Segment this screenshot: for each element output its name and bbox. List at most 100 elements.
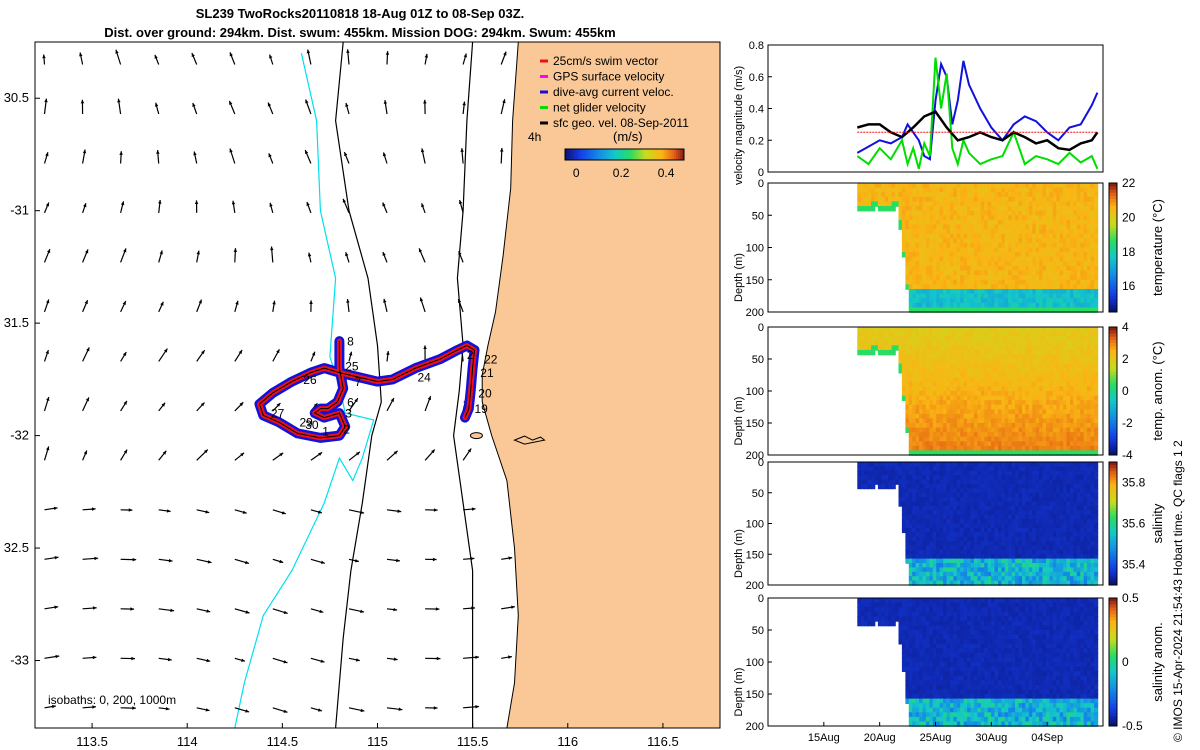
heatmap-cell	[977, 242, 982, 249]
heatmap-cell	[1028, 386, 1033, 392]
heatmap-cell	[932, 427, 937, 433]
heatmap-cell	[915, 275, 920, 281]
heatmap-cell	[1004, 302, 1009, 309]
heatmap-cell	[901, 183, 907, 189]
heatmap-cell	[1073, 275, 1078, 281]
heatmap-cell	[925, 219, 931, 226]
heatmap-cell	[1076, 229, 1081, 235]
heatmap-cell	[874, 462, 879, 468]
heatmap-cell	[973, 391, 979, 397]
heatmap-cell	[970, 359, 975, 365]
heatmap-cell	[1039, 386, 1044, 392]
heatmap-cell	[967, 275, 972, 281]
heatmap-cell	[991, 265, 996, 272]
heatmap-cell	[857, 479, 862, 485]
heatmap-cell	[1001, 541, 1006, 547]
heatmap-cell	[1090, 327, 1095, 333]
colorbar-cell	[570, 149, 574, 160]
heatmap-cell	[1080, 219, 1085, 226]
heatmap-cell	[1039, 418, 1044, 424]
heatmap-cell	[1025, 404, 1030, 411]
heatmap-cell	[932, 224, 937, 230]
current-vector-head	[54, 556, 59, 560]
heatmap-cell	[1094, 436, 1099, 443]
heatmap-cell	[936, 466, 941, 472]
heatmap-cell	[963, 470, 968, 476]
heatmap-cell	[973, 349, 979, 356]
heatmap-cell	[1059, 279, 1064, 286]
heatmap-cell	[871, 340, 876, 347]
heatmap-cell	[1008, 445, 1013, 452]
heatmap-cell	[956, 470, 961, 476]
heatmap-cell	[932, 554, 937, 560]
heatmap-cell	[912, 492, 917, 498]
heatmap-cell	[1070, 261, 1075, 267]
heatmap-cell	[919, 349, 924, 356]
current-vector-head	[272, 300, 276, 305]
heatmap-cell	[991, 215, 996, 221]
heatmap-cell	[977, 466, 982, 472]
heatmap-cell	[1056, 187, 1061, 193]
heatmap-cell	[898, 219, 903, 226]
heatmap-cell	[1008, 206, 1013, 212]
heatmap-cell	[1039, 270, 1044, 276]
colorbar-cell	[666, 149, 669, 160]
heatmap-cell	[922, 261, 927, 267]
heatmap-cell	[1070, 293, 1075, 299]
heatmap-cell	[1001, 395, 1006, 401]
heatmap-cell	[915, 302, 920, 309]
heatmap-cell	[905, 470, 910, 476]
current-vector-head	[44, 98, 48, 103]
heatmap-cell	[1052, 242, 1057, 249]
heatmap-cell	[963, 247, 968, 253]
heatmap-cell	[1094, 238, 1099, 244]
heatmap-cell	[960, 252, 965, 258]
heatmap-cell	[1008, 563, 1013, 569]
heatmap-cell	[1032, 298, 1037, 304]
heatmap-cell	[1001, 363, 1006, 369]
heatmap-cell	[1028, 445, 1033, 452]
heatmap-cell	[1056, 386, 1061, 392]
heatmap-cell	[984, 372, 989, 379]
heatmap-cell	[980, 527, 985, 534]
heatmap-cell	[915, 238, 920, 244]
heatmap-cell	[1070, 349, 1075, 356]
heatmap-cell	[919, 201, 924, 207]
heatmap-cell	[908, 270, 913, 276]
heatmap-cell	[877, 466, 883, 472]
heatmap-cell	[1008, 505, 1013, 512]
heatmap-cell	[1008, 363, 1013, 369]
heatmap-cell	[984, 391, 989, 397]
heatmap-cell	[1008, 488, 1013, 494]
heatmap-cell	[977, 247, 982, 253]
heatmap-cell	[908, 201, 913, 207]
heatmap-cell	[977, 418, 982, 424]
heatmap-cell	[932, 233, 937, 240]
heatmap-cell	[953, 275, 958, 281]
heatmap-cell	[1083, 256, 1088, 263]
heatmap-cell	[922, 441, 927, 447]
heatmap-cell	[946, 580, 951, 586]
heatmap-cell	[1080, 450, 1085, 456]
heatmap-cell	[891, 336, 896, 342]
heatmap-cell	[953, 261, 958, 267]
heatmap-cell	[994, 527, 999, 534]
heatmap-cell	[998, 302, 1003, 309]
heatmap-cell	[936, 284, 941, 290]
heatmap-cell	[905, 331, 910, 337]
heatmap-cell	[1042, 196, 1047, 203]
heatmap-cell	[953, 206, 958, 212]
heatmap-cell	[1028, 270, 1033, 276]
heatmap-cell	[1011, 532, 1016, 538]
heatmap-cell	[967, 219, 972, 226]
heatmap-cell	[998, 238, 1003, 244]
heatmap-cell	[1042, 270, 1047, 276]
heatmap-cell	[963, 386, 968, 392]
heatmap-cell	[1080, 238, 1085, 244]
heatmap-cell	[967, 229, 972, 235]
heatmap-cell	[1025, 229, 1030, 235]
heatmap-cell	[936, 510, 941, 516]
heatmap-cell	[967, 242, 972, 249]
heatmap-cell	[960, 576, 965, 582]
colorbar-cell	[1109, 253, 1117, 258]
